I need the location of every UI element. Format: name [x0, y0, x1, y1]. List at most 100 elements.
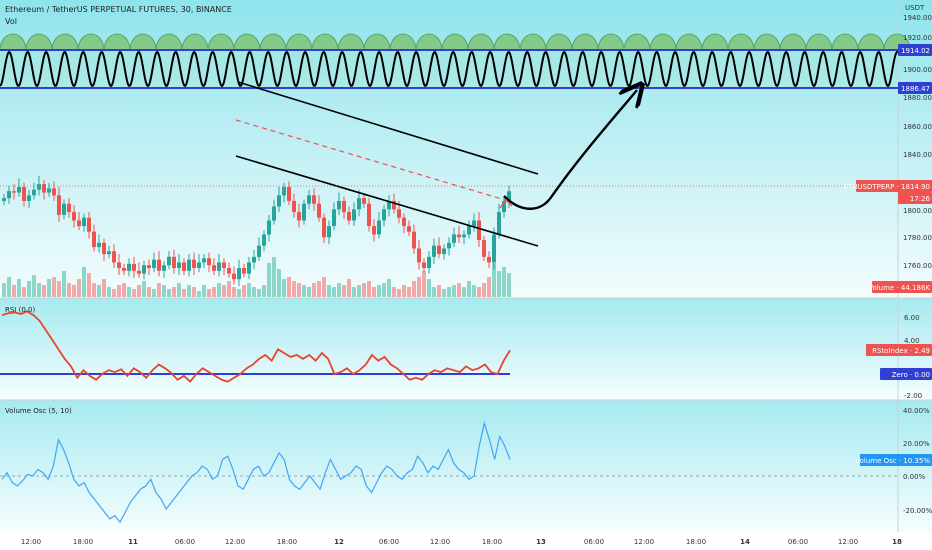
volume-bar [122, 283, 126, 297]
volume-bar [222, 285, 226, 297]
last-price-badge: ETHUSDTPERP · 1814.90 [843, 183, 930, 191]
volume-bar [392, 287, 396, 297]
candle-body [242, 268, 246, 274]
candle-body [157, 259, 161, 271]
volume-bar [262, 285, 266, 297]
candle-body [452, 234, 456, 243]
volume-bar [127, 287, 131, 297]
time-tick: 11 [128, 538, 138, 546]
candle-body [417, 248, 421, 263]
sine-wave [0, 50, 899, 88]
rsi-pane-bg [0, 298, 932, 400]
candle-body [387, 200, 391, 210]
trendline-lower[interactable] [235, 155, 539, 247]
volume-bar [67, 283, 71, 297]
scallop-arc [623, 33, 651, 51]
volume-bar [167, 289, 171, 297]
candle-body [382, 209, 386, 221]
candle-body [367, 203, 371, 227]
volume-bar [467, 281, 471, 297]
volume-bar [367, 281, 371, 297]
upper-band-badge: 1914.02 [901, 47, 930, 55]
projection-arrow[interactable] [503, 90, 637, 210]
scallop-arc [259, 33, 287, 51]
candle-body [182, 262, 186, 271]
candle-body [72, 212, 76, 221]
volume-bar [182, 289, 186, 297]
osc-tick: 0.00% [903, 473, 926, 481]
candle-body [27, 195, 31, 201]
scallop-arc [311, 33, 339, 51]
scallop-arc [779, 33, 807, 51]
volume-bar [337, 283, 341, 297]
trendline-upper[interactable] [237, 81, 539, 175]
scallop-arc [103, 33, 131, 51]
candle-body [447, 242, 451, 249]
scallop-arc [753, 33, 781, 51]
scallop-arc [493, 33, 521, 51]
candle-body [82, 217, 86, 227]
candle-body [2, 198, 6, 201]
candle-body [462, 234, 466, 238]
volume-bar [52, 277, 56, 297]
small-arrow [499, 198, 513, 209]
time-tick: 12:00 [634, 538, 654, 546]
scallop-arc [129, 33, 157, 51]
volume-bar [292, 281, 296, 297]
countdown-badge-bg [898, 192, 932, 204]
volume-badge: Volume · 44.186K [868, 284, 930, 292]
volume-bar [307, 287, 311, 297]
osc-badge-bg [860, 454, 932, 466]
scallop-arc [233, 33, 261, 51]
candle-body [352, 209, 356, 221]
time-tick: 18 [892, 538, 902, 546]
volume-bar [207, 289, 211, 297]
volume-bar [2, 283, 6, 297]
volume-bar [437, 285, 441, 297]
candle-body [467, 226, 471, 235]
time-axis: 12:00 18:00 11 06:00 12:00 18:00 12 06:00 12:00 1… [21, 538, 902, 546]
candle-body [137, 270, 141, 274]
time-tick: 12:00 [225, 538, 245, 546]
trendline-dashed[interactable] [235, 119, 513, 203]
candle-body [362, 198, 366, 204]
candle-body [32, 189, 36, 196]
candle-body [192, 259, 196, 269]
candle-body [497, 212, 501, 235]
candle-body [287, 186, 291, 201]
candle-body [487, 256, 491, 263]
price-tick: 1840.00 [903, 151, 932, 159]
rsi-tick: 4.00 [904, 337, 920, 345]
volume-bar [57, 281, 61, 297]
time-axis-bg [0, 532, 932, 550]
countdown-badge: 17:26 [910, 195, 931, 203]
volume-bar [177, 283, 181, 297]
volume-bar [372, 287, 376, 297]
rsi-title: RSI (0.0) [5, 306, 35, 314]
time-tick: 18:00 [482, 538, 502, 546]
volume-bar [242, 285, 246, 297]
candle-body [67, 203, 71, 213]
candle-body [152, 259, 156, 269]
candle-body [502, 200, 506, 213]
band-scallops [0, 33, 911, 51]
volume-bar [317, 281, 321, 297]
volume-bar [447, 287, 451, 297]
candle-body [197, 262, 201, 269]
scallop-arc [415, 33, 443, 51]
volume-bar [252, 287, 256, 297]
candle-body [62, 203, 66, 215]
time-tick: 06:00 [788, 538, 808, 546]
scallop-arc [155, 33, 183, 51]
candle-body [87, 217, 91, 232]
candle-body [222, 262, 226, 269]
volume-bar [217, 283, 221, 297]
candle-body [302, 203, 306, 221]
candle-body [237, 268, 241, 280]
volume-badge-bg [872, 281, 932, 293]
candle-body [347, 212, 351, 221]
volume-bar [322, 277, 326, 297]
time-tick: 12 [334, 538, 344, 546]
candle-body [427, 256, 431, 269]
